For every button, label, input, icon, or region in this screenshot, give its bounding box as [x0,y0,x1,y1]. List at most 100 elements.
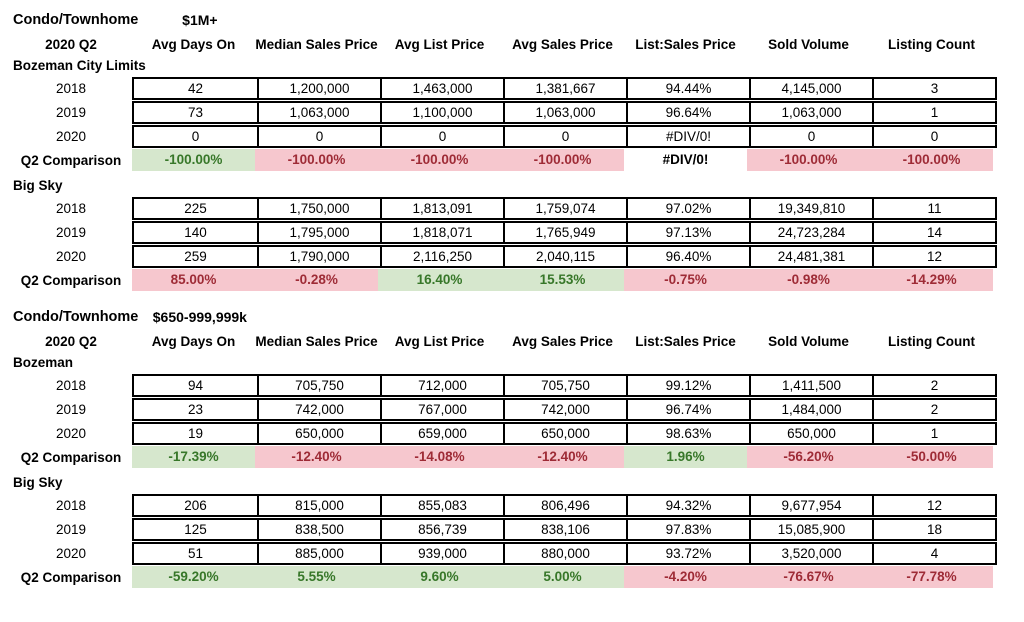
table-cell: 15,085,900 [749,520,872,539]
comparison-cell: -4.20% [624,566,747,588]
comparison-label: Q2 Comparison [20,152,122,168]
table-row: 2019 73 1,063,000 1,100,000 1,063,000 96.64% 1… [0,101,1024,124]
table-cell: 885,000 [257,544,380,563]
table-cell: 1,063,000 [749,103,872,122]
table-cell: 1,484,000 [749,400,872,419]
row-cells: 73 1,063,000 1,100,000 1,063,000 96.64% 1,063… [132,101,997,124]
table-cell: 94 [187,378,204,393]
column-header: List:Sales Price [635,36,736,52]
table-row: 2020 259 1,790,000 2,116,250 2,040,115 96.40%… [0,245,1024,268]
table-cell: 140 [184,225,207,240]
table-cell: 259 [184,249,207,264]
row-cells: 0 0 0 0 #DIV/0! 0 0 [132,125,997,148]
table-cell: 4 [872,544,995,563]
comparison-label: Q2 Comparison [20,272,122,288]
property-type-label: Condo/Townhome [13,12,139,28]
table-cell: 1,765,949 [503,223,626,242]
table-cell: 1,063,000 [257,103,380,122]
table-cell: 1 [872,424,995,443]
table-cell: 1,813,091 [380,199,503,218]
year-label: 2020 [55,426,87,441]
table-cell: 98.63% [626,424,749,443]
table-cell: 650,000 [257,424,380,443]
year-label: 2019 [55,522,87,537]
comparison-cell: -100.00% [378,149,501,171]
row-cells: 206 815,000 855,083 806,496 94.32% 9,677,954 1… [132,494,997,517]
row-cells: 140 1,795,000 1,818,071 1,765,949 97.13% 24,7… [132,221,997,244]
table-cell: 96.64% [626,103,749,122]
table-cell: 96.74% [626,400,749,419]
table-cell: 42 [187,81,204,96]
comparison-row: Q2 Comparison -100.00% -100.00% -100.00% -10… [0,149,1024,171]
comparison-cell: -100.00% [747,149,870,171]
table-cell: 767,000 [380,400,503,419]
row-cells: 23 742,000 767,000 742,000 96.74% 1,484,000 2 [132,398,997,421]
area-name: Bozeman [13,355,74,370]
table-cell: 1,063,000 [503,103,626,122]
table-cell: 0 [503,127,626,146]
table-row: 2018 206 815,000 855,083 806,496 94.32% 9,677,… [0,494,1024,517]
comparison-cell: -12.40% [255,446,378,468]
year-label: 2018 [55,498,87,513]
table-cell: 880,000 [503,544,626,563]
table-cell: 206 [184,498,207,513]
year-label: 2019 [55,402,87,417]
property-type-label: Condo/Townhome [13,309,139,325]
row-cells: 225 1,750,000 1,813,091 1,759,074 97.02% 19,3… [132,197,997,220]
comparison-cell: -0.75% [624,269,747,291]
table-cell: 19 [187,426,204,441]
area-group: Bozeman 2018 94 705,750 712,000 705,750 99.12%… [0,354,1024,468]
comparison-cell: -14.08% [378,446,501,468]
table-row: 2018 225 1,750,000 1,813,091 1,759,074 97.02%… [0,197,1024,220]
column-header: List:Sales Price [635,333,736,349]
table-row: 2019 140 1,795,000 1,818,071 1,765,949 97.13%… [0,221,1024,244]
comparison-cell: 16.40% [378,269,501,291]
table-cell: 97.83% [626,520,749,539]
table-cell: 94.44% [626,79,749,98]
table-cell: 4,145,000 [749,79,872,98]
table-cell: 2,116,250 [380,247,503,266]
comparison-cell: 5.00% [501,566,624,588]
table-cell: 9,677,954 [749,496,872,515]
table-cell: 1,750,000 [257,199,380,218]
table-cell: 93.72% [626,544,749,563]
column-header: Avg List Price [394,36,485,52]
comparison-cell: -12.40% [501,446,624,468]
table-cell: 0 [872,127,995,146]
column-header: Sold Volume [768,333,849,349]
table-cell: 742,000 [503,400,626,419]
table-cell: 650,000 [503,424,626,443]
table-cell: 19,349,810 [749,199,872,218]
comparison-row: Q2 Comparison -17.39% -12.40% -14.08% -12.40… [0,446,1024,468]
table-cell: 838,500 [257,520,380,539]
comparison-label: Q2 Comparison [20,569,122,585]
column-header: Listing Count [888,333,975,349]
table-cell: 11 [872,199,995,218]
area-name: Bozeman City Limits [13,58,146,73]
row-cells: 51 885,000 939,000 880,000 93.72% 3,520,000 4 [132,542,997,565]
table-cell: 1,759,074 [503,199,626,218]
table-cell: 1,790,000 [257,247,380,266]
area-name: Big Sky [13,475,63,490]
comparison-cell: 85.00% [132,269,255,291]
column-header: Avg Sales Price [512,333,613,349]
table-cell: 1,411,500 [749,376,872,395]
row-cells: 19 650,000 659,000 650,000 98.63% 650,000 1 [132,422,997,445]
area-group: Bozeman City Limits 2018 42 1,200,000 1,463,… [0,57,1024,171]
year-label: 2019 [55,225,87,240]
table-cell: 0 [749,127,872,146]
row-cells: 259 1,790,000 2,116,250 2,040,115 96.40% 24,4… [132,245,997,268]
table-cell: 659,000 [380,424,503,443]
column-header: Avg Days On [151,333,236,349]
table-cell: 2 [872,400,995,419]
table-cell: 650,000 [749,424,872,443]
row-cells: 94 705,750 712,000 705,750 99.12% 1,411,500 2 [132,374,997,397]
table-cell: 3,520,000 [749,544,872,563]
comparison-cell: -14.29% [870,269,993,291]
column-header: Median Sales Price [255,36,378,52]
year-label: 2018 [55,81,87,96]
table-row: 2018 94 705,750 712,000 705,750 99.12% 1,411,5… [0,374,1024,397]
year-label: 2020 [55,546,87,561]
report-section-1: Condo/Townhome $1M+ 2020 Q2 Avg Days On Medi… [0,10,1024,291]
column-header: Avg List Price [394,333,485,349]
